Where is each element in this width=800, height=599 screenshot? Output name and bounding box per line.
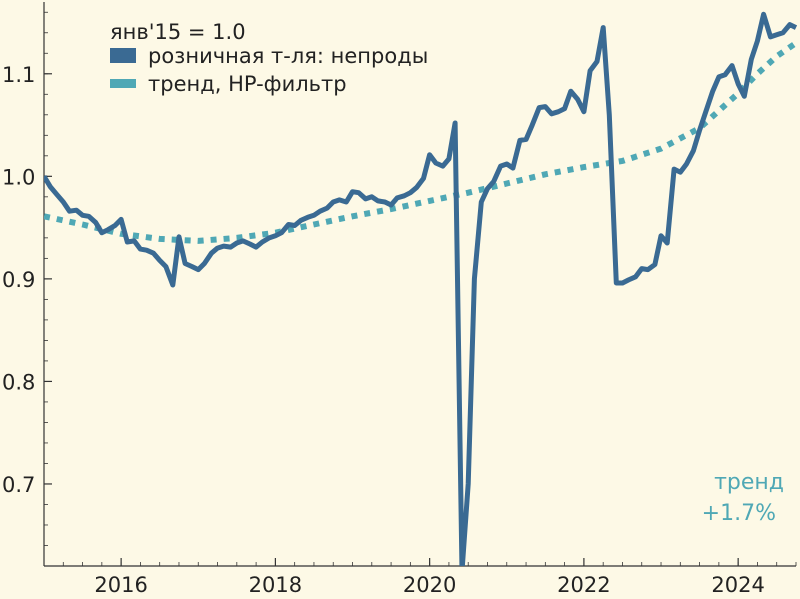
x-axis: 2016 2018 2020 2022 2024 xyxy=(44,558,797,597)
legend-base-label: янв'15 = 1.0 xyxy=(110,20,246,44)
x-tick-label: 2024 xyxy=(711,573,764,597)
y-tick-label: 0.7 xyxy=(2,473,35,497)
x-tick-label: 2018 xyxy=(249,573,302,597)
legend-label-trend: тренд, HP-фильтр xyxy=(148,72,347,96)
y-tick-label: 0.8 xyxy=(2,370,35,394)
x-tick-label: 2020 xyxy=(403,573,456,597)
annotation-line-1: тренд xyxy=(714,470,784,495)
x-tick-label: 2016 xyxy=(94,573,147,597)
x-tick-label: 2022 xyxy=(557,573,610,597)
legend: янв'15 = 1.0 розничная т-ля: непроды тре… xyxy=(110,20,428,96)
legend-swatch-trend xyxy=(110,79,136,88)
y-tick-label: 1.0 xyxy=(2,165,35,189)
legend-label-retail: розничная т-ля: непроды xyxy=(148,44,428,68)
y-axis: 0.7 0.8 0.9 1.0 1.1 xyxy=(2,2,52,567)
y-tick-label: 1.1 xyxy=(2,63,35,87)
series-line-retail xyxy=(44,11,798,566)
legend-swatch-retail xyxy=(110,48,136,63)
trend-annotation: тренд +1.7% xyxy=(702,470,784,526)
annotation-line-2: +1.7% xyxy=(702,501,776,526)
y-tick-label: 0.9 xyxy=(2,268,35,292)
series-layer xyxy=(44,11,798,566)
